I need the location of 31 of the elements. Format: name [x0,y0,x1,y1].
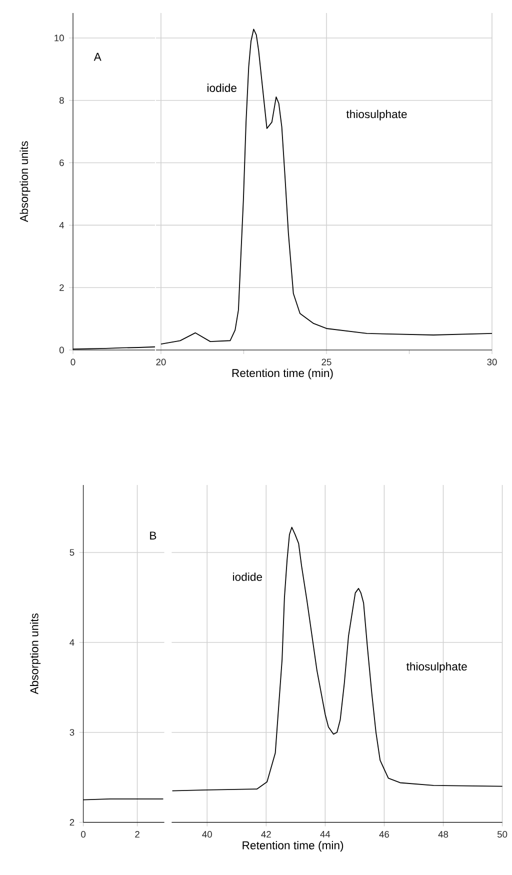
x-tick-label: 25 [322,358,332,366]
x-tick-label: 42 [261,831,271,838]
x-axis-title: Retention time (min) [242,841,344,852]
x-tick-label: 48 [438,831,448,838]
y-tick-label: 2 [60,284,64,291]
y-tick-label: 5 [70,549,74,556]
annotation: iodide [233,572,262,581]
y-tick-label: 4 [59,222,64,228]
annotation: thiosulphate [346,110,407,120]
x-tick-label: 30 [487,358,497,366]
y-tick-label: 8 [59,97,64,104]
x-tick-label: 50 [497,831,508,838]
annotation: iodide [207,84,236,92]
annotation: thiosulphate [406,662,467,673]
x-tick-label: 40 [202,831,212,838]
x-axis-title: Retention time (min) [232,368,333,380]
x-tick-label: 46 [379,831,389,838]
y-tick-label: 3 [70,729,74,736]
y-axis-title: Absorption units [20,141,30,222]
y-tick-label: 10 [54,34,64,42]
x-tick-label: 44 [320,831,330,838]
x-tick-label: 0 [81,831,86,838]
y-tick-label: 4 [70,639,74,646]
annotation: A [94,52,102,61]
annotation: B [150,532,156,540]
x-tick-label: 20 [156,358,166,366]
y-tick-label: 6 [60,159,64,166]
x-tick-label: 2 [135,831,140,838]
y-axis-title: Absorption units [30,613,41,694]
y-tick-label: 2 [70,819,74,826]
y-tick-label: 0 [59,346,64,354]
